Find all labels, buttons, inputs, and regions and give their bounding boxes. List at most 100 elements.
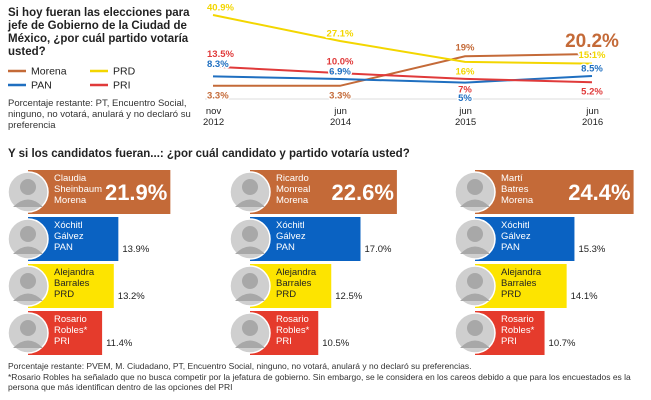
value-label: 21.9% xyxy=(105,180,167,205)
party-name: PRI xyxy=(276,336,292,347)
candidate-name: Ricardo Monreal xyxy=(276,173,311,195)
data-label: 10.0% xyxy=(327,57,354,68)
series-line xyxy=(212,14,593,65)
photo-body xyxy=(235,246,265,254)
bar-text: Martí Batres Morena xyxy=(501,173,533,206)
bar-text: Alejandra Barrales PRD xyxy=(276,267,316,300)
data-label: 16% xyxy=(455,66,475,77)
candidate-name: Martí Batres xyxy=(501,173,529,195)
legend-label: PRI xyxy=(113,80,131,92)
data-label: 19% xyxy=(455,43,475,54)
candidate-name: Alejandra Barrales xyxy=(54,267,95,289)
value-label: 11.4% xyxy=(106,338,133,349)
party-name: PRD xyxy=(501,289,522,300)
data-label: 15.1% xyxy=(579,50,606,61)
footnote: *Rosario Robles ha señalado que no busca… xyxy=(8,371,631,393)
bar xyxy=(475,170,634,214)
data-label: 8.3% xyxy=(207,59,229,70)
bar-text: Xóchitl Gálvez PAN xyxy=(54,220,84,253)
photo-body xyxy=(460,340,490,348)
photo-head xyxy=(242,179,258,195)
data-label: 6.9% xyxy=(329,67,351,78)
photo-head xyxy=(467,226,483,242)
photo-body xyxy=(13,246,43,254)
x-tick-label: nov 2012 xyxy=(203,106,225,128)
bar-text: Claudia Sheinbaum Morena xyxy=(54,173,102,206)
photo-head xyxy=(20,320,36,336)
photo-head xyxy=(242,226,258,242)
candidate-name: Rosario Robles* xyxy=(276,314,310,336)
value-label: 15.3% xyxy=(578,244,605,255)
x-tick-label: jun 2014 xyxy=(330,106,352,128)
photo-body xyxy=(13,340,43,348)
candidate-name: Rosario Robles* xyxy=(54,314,88,336)
candidate-name: Claudia Sheinbaum xyxy=(54,173,103,195)
photo-head xyxy=(467,273,483,289)
party-name: PAN xyxy=(54,242,73,253)
value-label: 24.4% xyxy=(568,180,630,205)
photo-head xyxy=(467,179,483,195)
value-label: 10.7% xyxy=(549,338,576,349)
party-name: PRI xyxy=(54,336,70,347)
data-label: 5% xyxy=(458,93,472,104)
candidate-name: Xóchitl Gálvez xyxy=(276,220,306,242)
x-tick-label: jun 2016 xyxy=(582,106,604,128)
footnote: Porcentaje restante: PVEM, M. Ciudadano,… xyxy=(8,361,472,371)
party-name: Morena xyxy=(501,195,534,206)
party-name: PRD xyxy=(54,289,75,300)
bar-text: Rosario Robles* PRI xyxy=(501,314,534,347)
photo-head xyxy=(467,320,483,336)
data-label: 7% xyxy=(458,84,472,95)
bar xyxy=(28,170,171,214)
bar-text: Rosario Robles* PRI xyxy=(54,314,87,347)
value-label: 13.9% xyxy=(122,244,149,255)
party-name: PRD xyxy=(276,289,297,300)
data-label: 40.9% xyxy=(207,3,234,14)
photo-body xyxy=(13,199,43,207)
photo-body xyxy=(460,246,490,254)
candidate-name: Xóchitl Gálvez xyxy=(54,220,84,242)
x-tick-label: jun 2015 xyxy=(455,106,477,128)
footnotes: Porcentaje restante: PVEM, M. Ciudadano,… xyxy=(8,361,643,393)
line-chart-note: Porcentaje restante: PT, Encuentro Socia… xyxy=(8,98,191,131)
photo-body xyxy=(460,199,490,207)
data-label: 8.5% xyxy=(581,63,603,74)
party-name: Morena xyxy=(276,195,309,206)
photo-head xyxy=(20,226,36,242)
value-label: 12.5% xyxy=(335,291,362,302)
bar-text: Rosario Robles* PRI xyxy=(276,314,309,347)
data-label: 3.3% xyxy=(329,90,351,101)
photo-body xyxy=(13,293,43,301)
photo-head xyxy=(242,273,258,289)
photo-body xyxy=(235,199,265,207)
bar-text: Alejandra Barrales PRD xyxy=(54,267,94,300)
data-label: 13.5% xyxy=(207,49,234,60)
legend-label: Morena xyxy=(31,66,67,78)
bar xyxy=(250,170,397,214)
photo-body xyxy=(460,293,490,301)
value-label: 10.5% xyxy=(322,338,349,349)
party-name: Morena xyxy=(54,195,87,206)
party-name: PRI xyxy=(501,336,517,347)
photo-body xyxy=(235,293,265,301)
photo-head xyxy=(242,320,258,336)
party-name: PAN xyxy=(501,242,520,253)
data-label: 27.1% xyxy=(327,28,354,39)
series-line xyxy=(213,52,593,87)
value-label: 17.0% xyxy=(365,244,392,255)
value-label: 22.6% xyxy=(332,180,394,205)
photo-head xyxy=(20,179,36,195)
series-line xyxy=(212,65,593,84)
value-label: 14.1% xyxy=(571,291,598,302)
bar-text: Xóchitl Gálvez PAN xyxy=(501,220,531,253)
party-name: PAN xyxy=(276,242,295,253)
candidate-name: Rosario Robles* xyxy=(501,314,535,336)
legend-label: PRD xyxy=(113,66,136,78)
legend-label: PAN xyxy=(31,80,52,92)
candidate-name: Xóchitl Gálvez xyxy=(501,220,531,242)
line-chart-title: Si hoy fueran las elecciones para jefe d… xyxy=(8,7,190,58)
bar-chart-title: Y si los candidatos fueran...: ¿por cuál… xyxy=(8,148,410,160)
photo-body xyxy=(235,340,265,348)
